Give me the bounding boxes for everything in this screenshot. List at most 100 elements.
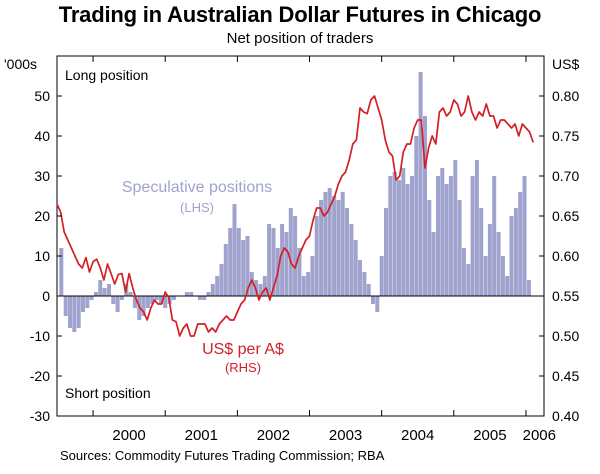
chart-title: Trading in Australian Dollar Futures in … bbox=[58, 2, 542, 27]
speculative-bar bbox=[223, 244, 228, 296]
speculative-bar bbox=[453, 160, 458, 296]
speculative-bar bbox=[163, 296, 168, 308]
speculative-bar bbox=[245, 236, 250, 296]
speculative-bar bbox=[375, 296, 380, 312]
x-tick-label: 2001 bbox=[185, 427, 218, 444]
speculative-bar bbox=[115, 296, 120, 312]
speculative-bar bbox=[314, 216, 319, 296]
speculative-bar bbox=[440, 168, 445, 296]
speculative-bar bbox=[414, 136, 419, 296]
speculative-bar bbox=[418, 72, 423, 296]
speculative-bar bbox=[85, 296, 90, 308]
x-tick-label: 2004 bbox=[401, 427, 434, 444]
speculative-bar bbox=[189, 292, 194, 296]
speculative-bar bbox=[236, 228, 241, 296]
speculative-bar bbox=[336, 200, 341, 296]
left-tick-label: 40 bbox=[34, 128, 50, 144]
left-tick-label: 0 bbox=[42, 288, 50, 304]
speculative-bar bbox=[141, 296, 146, 316]
speculative-bar bbox=[284, 232, 289, 296]
right-tick-label: 0.40 bbox=[552, 408, 579, 424]
speculative-bar bbox=[423, 116, 427, 296]
speculative-bar bbox=[81, 296, 85, 312]
speculative-bar bbox=[301, 276, 306, 296]
speculative-bar bbox=[197, 296, 202, 300]
speculative-bar bbox=[500, 256, 505, 296]
speculative-axis-note: (LHS) bbox=[180, 200, 214, 215]
speculative-bar bbox=[349, 224, 354, 296]
speculative-bar bbox=[405, 184, 410, 296]
speculative-bar bbox=[487, 224, 492, 296]
right-tick-label: 0.45 bbox=[552, 368, 579, 384]
x-tick-label: 2000 bbox=[112, 427, 145, 444]
speculative-bar bbox=[297, 248, 302, 296]
speculative-bar bbox=[340, 192, 345, 296]
speculative-bar bbox=[262, 276, 267, 296]
speculative-bar bbox=[59, 248, 64, 296]
speculative-bar bbox=[345, 208, 349, 296]
speculative-bar bbox=[72, 296, 77, 332]
speculative-bar bbox=[145, 296, 150, 308]
speculative-bar bbox=[427, 200, 432, 296]
left-tick-label: -30 bbox=[30, 408, 50, 424]
x-tick-label: 2005 bbox=[473, 427, 506, 444]
source-note: Sources: Commodity Futures Trading Commi… bbox=[60, 448, 385, 463]
speculative-bar bbox=[319, 200, 324, 296]
right-tick-label: 0.80 bbox=[552, 88, 579, 104]
speculative-bar bbox=[401, 168, 406, 296]
speculative-bar bbox=[522, 176, 527, 296]
speculative-bar bbox=[241, 240, 246, 296]
speculative-bar bbox=[410, 176, 414, 296]
speculative-bar bbox=[392, 172, 397, 296]
speculative-bar bbox=[505, 276, 510, 296]
speculative-bar bbox=[332, 196, 337, 296]
speculative-bar bbox=[310, 256, 315, 296]
right-tick-label: 0.50 bbox=[552, 328, 579, 344]
speculative-bar bbox=[293, 216, 298, 296]
left-tick-label: 30 bbox=[34, 168, 50, 184]
speculative-bar bbox=[444, 184, 449, 296]
speculative-bar bbox=[171, 296, 176, 300]
speculative-bar bbox=[323, 192, 328, 296]
speculative-bar bbox=[353, 240, 358, 296]
speculative-bar bbox=[436, 176, 440, 296]
right-tick-label: 0.75 bbox=[552, 128, 579, 144]
speculative-bar bbox=[327, 188, 332, 296]
speculative-bar bbox=[288, 208, 293, 296]
speculative-bar bbox=[474, 160, 479, 296]
speculative-bar bbox=[496, 232, 501, 296]
speculative-bar bbox=[158, 296, 163, 304]
speculative-bar bbox=[228, 228, 233, 296]
speculative-bar bbox=[68, 296, 72, 328]
x-tick-label: 2003 bbox=[329, 427, 362, 444]
x-tick-label: 2006 bbox=[523, 427, 556, 444]
speculative-bar bbox=[102, 288, 107, 296]
speculative-bar bbox=[63, 296, 68, 316]
speculative-bar bbox=[371, 296, 375, 304]
plot-frame bbox=[56, 55, 545, 417]
left-axis: 50 40 30 20 10 0 -10 -20 -30 bbox=[30, 88, 62, 424]
speculative-bar bbox=[249, 272, 254, 296]
speculative-bar bbox=[466, 264, 471, 296]
speculative-bar bbox=[526, 280, 531, 296]
x-axis: 2000 2001 2002 2003 2004 2005 2006 bbox=[92, 56, 556, 444]
speculative-bar bbox=[271, 228, 276, 296]
speculative-bar bbox=[154, 296, 159, 300]
right-tick-label: 0.70 bbox=[552, 168, 579, 184]
right-axis: 0.80 0.75 0.70 0.65 0.60 0.55 0.50 0.45 0.40 bbox=[539, 88, 579, 424]
left-tick-label: 20 bbox=[34, 208, 50, 224]
right-axis-unit: US$ bbox=[552, 56, 579, 72]
speculative-bar bbox=[483, 256, 488, 296]
left-tick-label: -20 bbox=[30, 368, 50, 384]
speculative-bar bbox=[258, 284, 263, 296]
speculative-bar bbox=[448, 176, 453, 296]
speculative-bar bbox=[202, 296, 207, 300]
speculative-bar bbox=[306, 272, 311, 296]
speculative-bar bbox=[111, 296, 116, 304]
speculative-bar bbox=[119, 296, 124, 300]
long-position-label: Long position bbox=[65, 67, 148, 83]
speculative-bar bbox=[479, 208, 484, 296]
speculative-bar bbox=[518, 192, 523, 296]
speculative-bar bbox=[492, 176, 497, 296]
